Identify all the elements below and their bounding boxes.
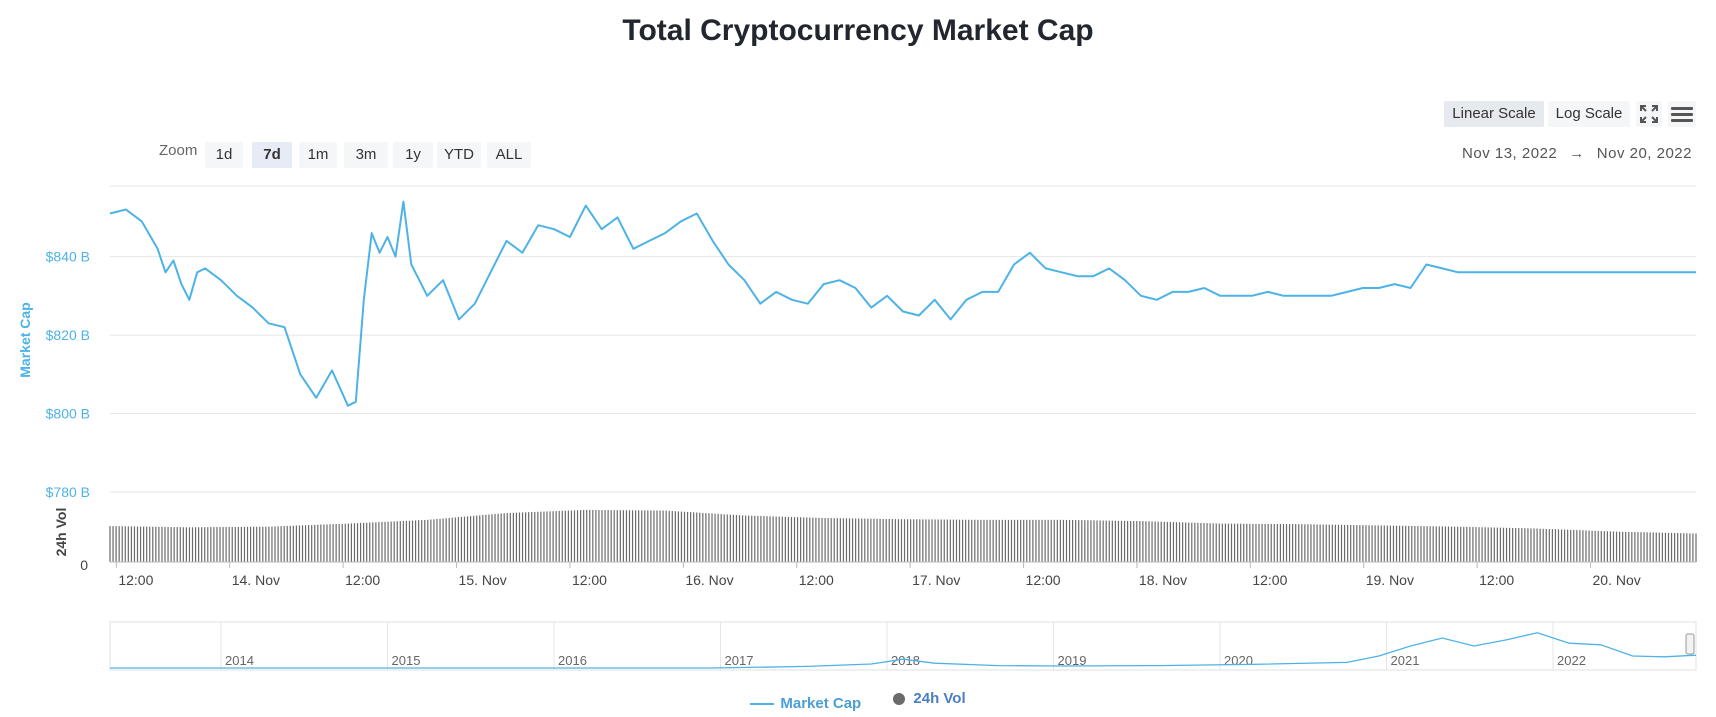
- navigator-tick-label: 2015: [392, 653, 421, 668]
- volume-zero-label: 0: [80, 557, 88, 573]
- navigator-tick-label: 2020: [1224, 653, 1253, 668]
- x-tick-label: 12:00: [799, 572, 834, 588]
- zoom-button-ytd[interactable]: YTD: [437, 142, 481, 168]
- x-tick-label: 20. Nov: [1593, 572, 1641, 588]
- zoom-button-3m[interactable]: 3m: [344, 142, 388, 168]
- navigator-tick-label: 2021: [1391, 653, 1420, 668]
- date-from[interactable]: Nov 13, 2022: [1462, 145, 1558, 162]
- legend-dot-icon: [893, 692, 906, 705]
- navigator-tick-label: 2019: [1058, 653, 1087, 668]
- navigator-frame: [109, 621, 1697, 671]
- legend-item-market-cap[interactable]: Market Cap: [750, 695, 861, 712]
- zoom-button-7d[interactable]: 7d: [252, 142, 292, 168]
- y-tick-label: $800 B: [46, 406, 90, 422]
- legend-line-icon: [750, 702, 775, 705]
- x-tick-label: 12:00: [572, 572, 607, 588]
- log-scale-button[interactable]: Log Scale: [1548, 101, 1630, 127]
- chart-title: Total Cryptocurrency Market Cap: [622, 14, 1094, 47]
- zoom-button-1y[interactable]: 1y: [393, 142, 433, 168]
- x-tick-label: 12:00: [1479, 572, 1514, 588]
- menu-icon[interactable]: [1668, 101, 1696, 127]
- zoom-label: Zoom: [159, 142, 198, 159]
- navigator-handle[interactable]: [1685, 633, 1695, 655]
- navigator-tick-label: 2022: [1557, 653, 1586, 668]
- zoom-button-1m[interactable]: 1m: [299, 142, 337, 168]
- y-tick-label: $780 B: [46, 484, 90, 500]
- linear-scale-button[interactable]: Linear Scale: [1444, 101, 1544, 127]
- zoom-button-all[interactable]: ALL: [487, 142, 531, 168]
- y-axis-label: Market Cap: [17, 302, 33, 377]
- navigator-tick-label: 2016: [558, 653, 587, 668]
- x-tick-label: 19. Nov: [1366, 572, 1414, 588]
- legend-label-market-cap: Market Cap: [780, 695, 862, 712]
- date-range: Nov 13, 2022 → Nov 20, 2022: [1462, 145, 1692, 162]
- x-tick-label: 12:00: [345, 572, 380, 588]
- volume-axis-label: 24h Vol: [53, 508, 69, 557]
- x-tick-label: 12:00: [1026, 572, 1061, 588]
- legend-label-volume: 24h Vol: [913, 690, 966, 707]
- legend-item-volume[interactable]: 24h Vol: [893, 690, 966, 707]
- navigator-series: [110, 632, 1697, 669]
- x-tick-label: 16. Nov: [685, 572, 733, 588]
- x-tick-label: 12:00: [1252, 572, 1287, 588]
- x-tick-label: 15. Nov: [459, 572, 507, 588]
- legend: Market Cap 24h Vol: [0, 690, 1716, 712]
- y-tick-label: $820 B: [46, 327, 90, 343]
- zoom-button-1d[interactable]: 1d: [205, 142, 243, 168]
- date-range-arrow: →: [1569, 145, 1585, 162]
- x-tick-label: 14. Nov: [232, 572, 280, 588]
- date-to[interactable]: Nov 20, 2022: [1596, 145, 1692, 162]
- navigator-tick-label: 2017: [725, 653, 754, 668]
- x-tick-label: 17. Nov: [912, 572, 960, 588]
- navigator-tick-label: 2014: [225, 653, 254, 668]
- volume-bars: [109, 509, 1697, 562]
- market-cap-series: [109, 200, 1696, 407]
- navigator-tick-label: 2018: [891, 653, 920, 668]
- fullscreen-icon[interactable]: [1636, 101, 1662, 127]
- y-tick-label: $840 B: [46, 249, 90, 265]
- x-tick-label: 18. Nov: [1139, 572, 1187, 588]
- x-tick-label: 12:00: [118, 572, 153, 588]
